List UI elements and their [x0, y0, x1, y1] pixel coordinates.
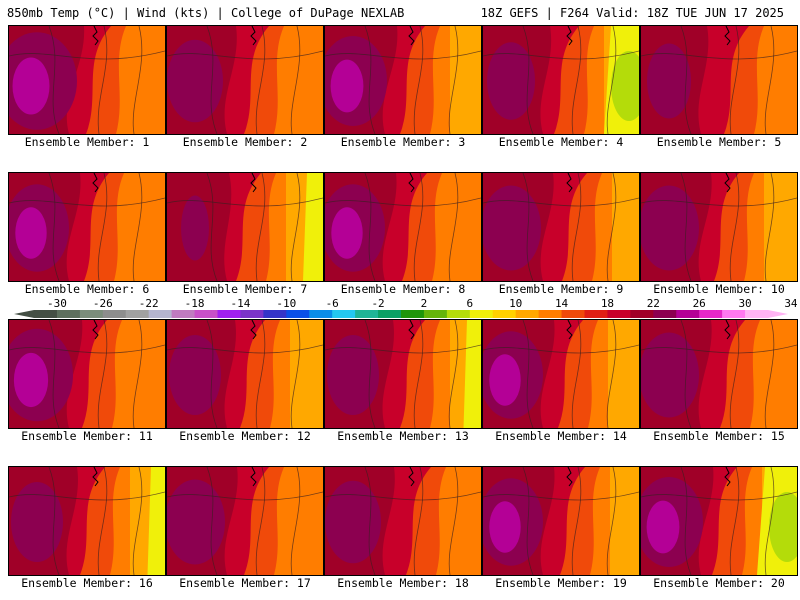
- scale-tick-label: 14: [555, 297, 569, 310]
- scale-swatch: [125, 310, 150, 318]
- scale-swatch: [492, 310, 517, 318]
- header-run-info: 18Z GEFS | F264 Valid: 18Z TUE JUN 17 20…: [480, 6, 784, 20]
- ensemble-member-map: [640, 25, 798, 135]
- scale-tick-label: 26: [693, 297, 706, 310]
- ensemble-member-map: [640, 172, 798, 282]
- scale-swatch: [653, 310, 677, 318]
- ensemble-member-label: Ensemble Member: 6: [24, 282, 150, 296]
- ensemble-member-label: Ensemble Member: 20: [653, 576, 785, 590]
- scale-tick-label: -22: [139, 297, 159, 310]
- ensemble-member-map: [166, 25, 324, 135]
- ensemble-member-map: [324, 319, 482, 429]
- scale-tick-label: 2: [421, 297, 428, 310]
- ensemble-member-map: [166, 319, 324, 429]
- ensemble-member-label: Ensemble Member: 19: [495, 576, 627, 590]
- scale-tick-label: -18: [185, 297, 205, 310]
- scale-swatch: [56, 310, 81, 318]
- scale-tick-label: -30: [47, 297, 67, 310]
- scale-tick-label: -14: [231, 297, 251, 310]
- scale-swatch: [309, 310, 333, 318]
- scale-swatch: [240, 310, 264, 318]
- scale-swatch: [745, 310, 769, 318]
- ensemble-member-map: [324, 172, 482, 282]
- ensemble-member-map: [8, 466, 166, 576]
- scale-swatch: [79, 310, 104, 318]
- scale-tick-label: 34: [784, 297, 798, 310]
- ensemble-member-label: Ensemble Member: 14: [495, 429, 627, 443]
- scale-swatch: [332, 310, 356, 318]
- scale-swatch: [378, 310, 402, 318]
- scale-swatch: [515, 310, 540, 318]
- scale-tick-label: -10: [276, 297, 296, 310]
- scale-swatch: [34, 310, 58, 318]
- ensemble-member-map: [8, 172, 166, 282]
- temperature-color-scale: -30-26-22-18-14-10-6-2261014182226303438…: [0, 296, 800, 320]
- ensemble-member-label: Ensemble Member: 13: [337, 429, 469, 443]
- scale-right-arrow: [768, 310, 788, 318]
- ensemble-member-label: Ensemble Member: 7: [182, 282, 308, 296]
- scale-tick-label: -2: [371, 297, 384, 310]
- ensemble-member-label: Ensemble Member: 10: [653, 282, 785, 296]
- scale-tick-label: 6: [467, 297, 474, 310]
- scale-tick-label: 10: [509, 297, 522, 310]
- ensemble-member-label: Ensemble Member: 3: [340, 135, 466, 149]
- scale-left-arrow: [14, 310, 34, 318]
- scale-swatch: [676, 310, 700, 318]
- ensemble-member-label: Ensemble Member: 8: [340, 282, 466, 296]
- ensemble-member-map: [324, 25, 482, 135]
- ensemble-member-label: Ensemble Member: 1: [24, 135, 150, 149]
- ensemble-member-map: [482, 466, 640, 576]
- scale-swatch: [263, 310, 287, 318]
- scale-swatch: [194, 310, 218, 318]
- ensemble-member-map: [482, 319, 640, 429]
- ensemble-member-label: Ensemble Member: 5: [656, 135, 782, 149]
- ensemble-member-map: [8, 25, 166, 135]
- scale-swatch: [469, 310, 494, 318]
- scale-swatch: [561, 310, 585, 318]
- ensemble-member-label: Ensemble Member: 2: [182, 135, 308, 149]
- scale-swatch: [401, 310, 425, 318]
- scale-swatch: [446, 310, 471, 318]
- scale-swatch: [630, 310, 654, 318]
- ensemble-member-label: Ensemble Member: 12: [179, 429, 311, 443]
- scale-swatch: [286, 310, 310, 318]
- scale-swatch: [699, 310, 723, 318]
- ensemble-member-map: [166, 172, 324, 282]
- scale-swatch: [102, 310, 127, 318]
- ensemble-member-label: Ensemble Member: 15: [653, 429, 785, 443]
- scale-swatch: [607, 310, 631, 318]
- ensemble-member-label: Ensemble Member: 11: [21, 429, 153, 443]
- scale-tick-label: 22: [647, 297, 660, 310]
- scale-swatch: [423, 310, 448, 318]
- ensemble-member-label: Ensemble Member: 17: [179, 576, 311, 590]
- scale-swatch: [538, 310, 563, 318]
- ensemble-member-map: [482, 172, 640, 282]
- ensemble-member-map: [640, 466, 798, 576]
- scale-tick-label: -26: [93, 297, 113, 310]
- ensemble-member-label: Ensemble Member: 4: [498, 135, 624, 149]
- ensemble-member-map: [640, 319, 798, 429]
- ensemble-member-map: [8, 319, 166, 429]
- scale-swatch: [171, 310, 196, 318]
- ensemble-member-map: [324, 466, 482, 576]
- header-title: 850mb Temp (°C) | Wind (kts) | College o…: [7, 6, 405, 20]
- scale-swatch: [217, 310, 241, 318]
- ensemble-member-label: Ensemble Member: 9: [498, 282, 624, 296]
- scale-swatch: [355, 310, 379, 318]
- ensemble-member-label: Ensemble Member: 16: [21, 576, 153, 590]
- scale-tick-label: -6: [326, 297, 339, 310]
- scale-swatch: [584, 310, 608, 318]
- scale-tick-label: 30: [738, 297, 751, 310]
- ensemble-member-map: [166, 466, 324, 576]
- scale-swatch: [722, 310, 746, 318]
- scale-tick-label: 18: [601, 297, 614, 310]
- ensemble-member-map: [482, 25, 640, 135]
- scale-swatch: [148, 310, 173, 318]
- ensemble-member-label: Ensemble Member: 18: [337, 576, 469, 590]
